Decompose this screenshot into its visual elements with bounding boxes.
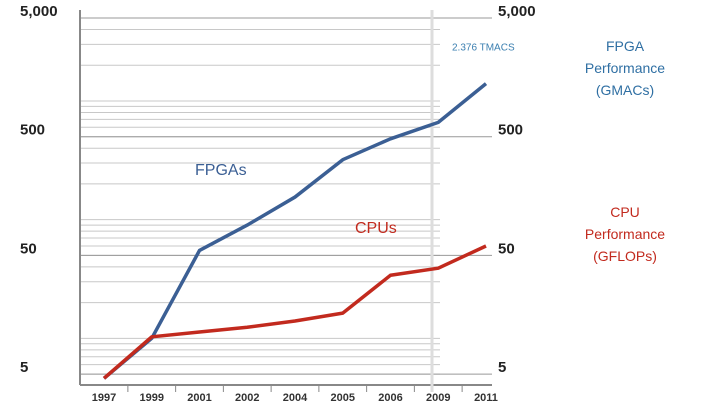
y2-tick-label: 5,000: [498, 3, 536, 20]
x-tick-label: 2005: [331, 392, 355, 404]
axis-title-line: FPGA: [606, 38, 645, 54]
series-label: FPGAs: [195, 162, 247, 179]
y2-tick-label: 50: [498, 240, 515, 257]
x-tick-label: 2006: [378, 392, 402, 404]
y-tick-label: 5,000: [20, 3, 58, 20]
axis-title-line: Performance: [585, 60, 665, 76]
y-tick-label: 500: [20, 122, 45, 139]
series-line: [102, 244, 487, 380]
y-tick-label: 50: [20, 240, 37, 257]
axis-title-line: (GMACs): [596, 82, 654, 98]
axis-title-line: CPU: [610, 204, 640, 220]
x-tick-label: 2011: [474, 392, 498, 404]
x-tick-label: 2004: [283, 392, 308, 404]
axis-title-line: (GFLOPs): [593, 248, 657, 264]
x-tick-label: 2001: [187, 392, 211, 404]
x-tick-label: 1999: [140, 392, 164, 404]
axis-title: FPGA Performance (GMACs): [585, 38, 665, 98]
annotation: 2.376 TMACS: [452, 43, 515, 54]
x-tick-label: 2009: [426, 392, 450, 404]
y-tick-label: 5: [20, 359, 28, 376]
y2-tick-label: 5: [498, 359, 506, 376]
series-label: CPUs: [355, 220, 397, 237]
series-line: [102, 82, 488, 380]
axis-title-line: Performance: [585, 226, 665, 242]
x-tick-label: 1997: [92, 392, 116, 404]
x-tick-label: 2002: [235, 392, 259, 404]
y2-tick-label: 500: [498, 122, 523, 139]
axis-title: CPU Performance (GFLOPs): [585, 204, 665, 264]
